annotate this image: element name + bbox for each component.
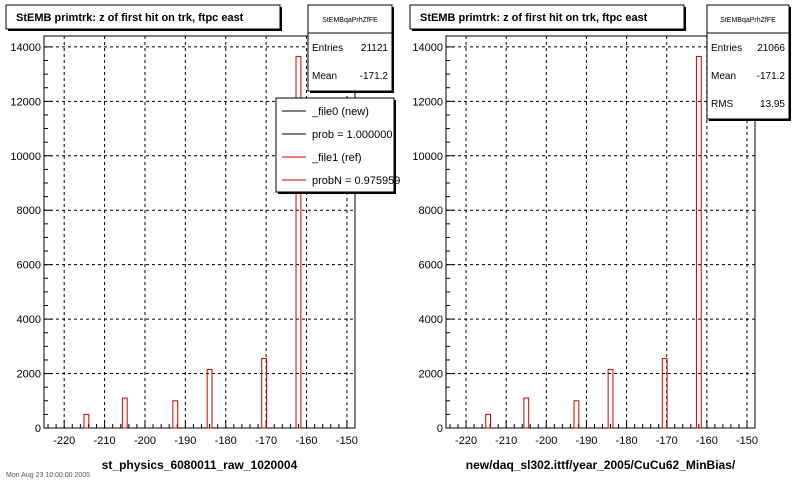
y-tick-label: 6000 <box>17 260 41 272</box>
y-tick-label: 0 <box>437 423 443 435</box>
stats-label: RMS <box>711 99 734 110</box>
stats-label: Entries <box>711 43 742 54</box>
stats-value: 13.95 <box>760 99 785 110</box>
histogram-bar <box>172 400 179 429</box>
x-tick-label: -190 <box>575 435 597 447</box>
x-tick-label: -180 <box>616 435 638 447</box>
y-tick-label: 4000 <box>419 314 443 326</box>
chart-panel-2: -220 -210 -200 -190 -180 -170 -160 -150 0 2000 400… <box>409 4 791 472</box>
x-tick-label: -170 <box>255 435 277 447</box>
histogram-bar <box>83 413 90 429</box>
x-tick-label: -160 <box>696 435 718 447</box>
stats-label: Entries <box>312 43 343 54</box>
title-box <box>5 4 281 30</box>
y-tick-label: 10000 <box>412 151 443 163</box>
legend-label: _file1 (ref) <box>311 152 362 164</box>
stats-value: -171.2 <box>757 71 786 82</box>
x-tick-label: -210 <box>495 435 517 447</box>
histogram-bar <box>485 413 492 429</box>
stats-name: StEMBqaPrhZfFE <box>322 17 378 24</box>
footer-timestamp: Mon Aug 23 10:00:00 2005 <box>6 472 90 479</box>
histogram-bar <box>573 400 580 429</box>
stats-box <box>307 4 393 92</box>
x-tick-label: -160 <box>296 435 318 447</box>
y-tick-label: 8000 <box>17 205 41 217</box>
chart-title: StEMB primtrk: z of first hit on trk, ft… <box>420 12 648 24</box>
x-tick-label: -200 <box>134 435 156 447</box>
y-tick-label: 0 <box>35 423 41 435</box>
x-axis-title: st_physics_6080011_raw_1020004 <box>102 458 298 472</box>
legend-label: _file0 (new) <box>311 106 369 118</box>
y-tick-label: 8000 <box>419 205 443 217</box>
x-tick-label: -150 <box>336 435 358 447</box>
legend: _file0 (new) prob = 1.000000 _file1 (ref) p… <box>275 97 400 194</box>
stats-name: StEMBqaPrhZfFE <box>720 17 776 24</box>
x-tick-label: -210 <box>94 435 116 447</box>
y-tick-label: 2000 <box>419 369 443 381</box>
y-tick-label: 4000 <box>17 314 41 326</box>
y-tick-label: 14000 <box>10 42 41 54</box>
chart-title: StEMB primtrk: z of first hit on trk, ft… <box>16 12 244 24</box>
stats-box <box>706 4 790 120</box>
y-tick-label: 10000 <box>10 151 41 163</box>
x-tick-label: -150 <box>736 435 758 447</box>
x-tick-label: -200 <box>535 435 557 447</box>
stats-label: Mean <box>711 71 736 82</box>
histogram-bar <box>523 397 530 429</box>
stats-value: -171.2 <box>360 71 389 82</box>
title-box <box>409 4 685 30</box>
histogram-bar <box>295 55 302 429</box>
y-tick-label: 12000 <box>10 96 41 108</box>
legend-label: probN = 0.975959 <box>312 175 400 187</box>
y-tick-label: 2000 <box>17 369 41 381</box>
x-tick-label: -180 <box>215 435 237 447</box>
x-tick-label: -170 <box>656 435 678 447</box>
y-tick-label: 6000 <box>419 260 443 272</box>
chart-panel-1: -220 -210 -200 -190 -180 -170 -160 -150 0 2000 400… <box>5 4 400 472</box>
histogram-bar <box>607 368 614 429</box>
plot-frame <box>445 35 756 429</box>
x-axis-title: new/daq_sl302.ittf/year_2005/CuCu62_MinB… <box>466 458 736 472</box>
x-tick-label: -220 <box>53 435 75 447</box>
histogram-bar <box>695 55 702 429</box>
x-tick-label: -220 <box>455 435 477 447</box>
histogram-bar <box>261 358 268 429</box>
histogram-bar <box>661 358 668 429</box>
y-tick-label: 14000 <box>412 42 443 54</box>
histogram-bar <box>121 397 128 429</box>
x-tick-label: -190 <box>174 435 196 447</box>
legend-box <box>275 97 395 193</box>
stats-value: 21121 <box>361 43 389 54</box>
stats-value: 21066 <box>757 43 785 54</box>
legend-label: prob = 1.000000 <box>312 129 392 141</box>
plot-frame <box>43 35 356 429</box>
histogram-bar <box>206 368 213 429</box>
y-tick-label: 12000 <box>412 96 443 108</box>
stats-label: Mean <box>312 71 337 82</box>
